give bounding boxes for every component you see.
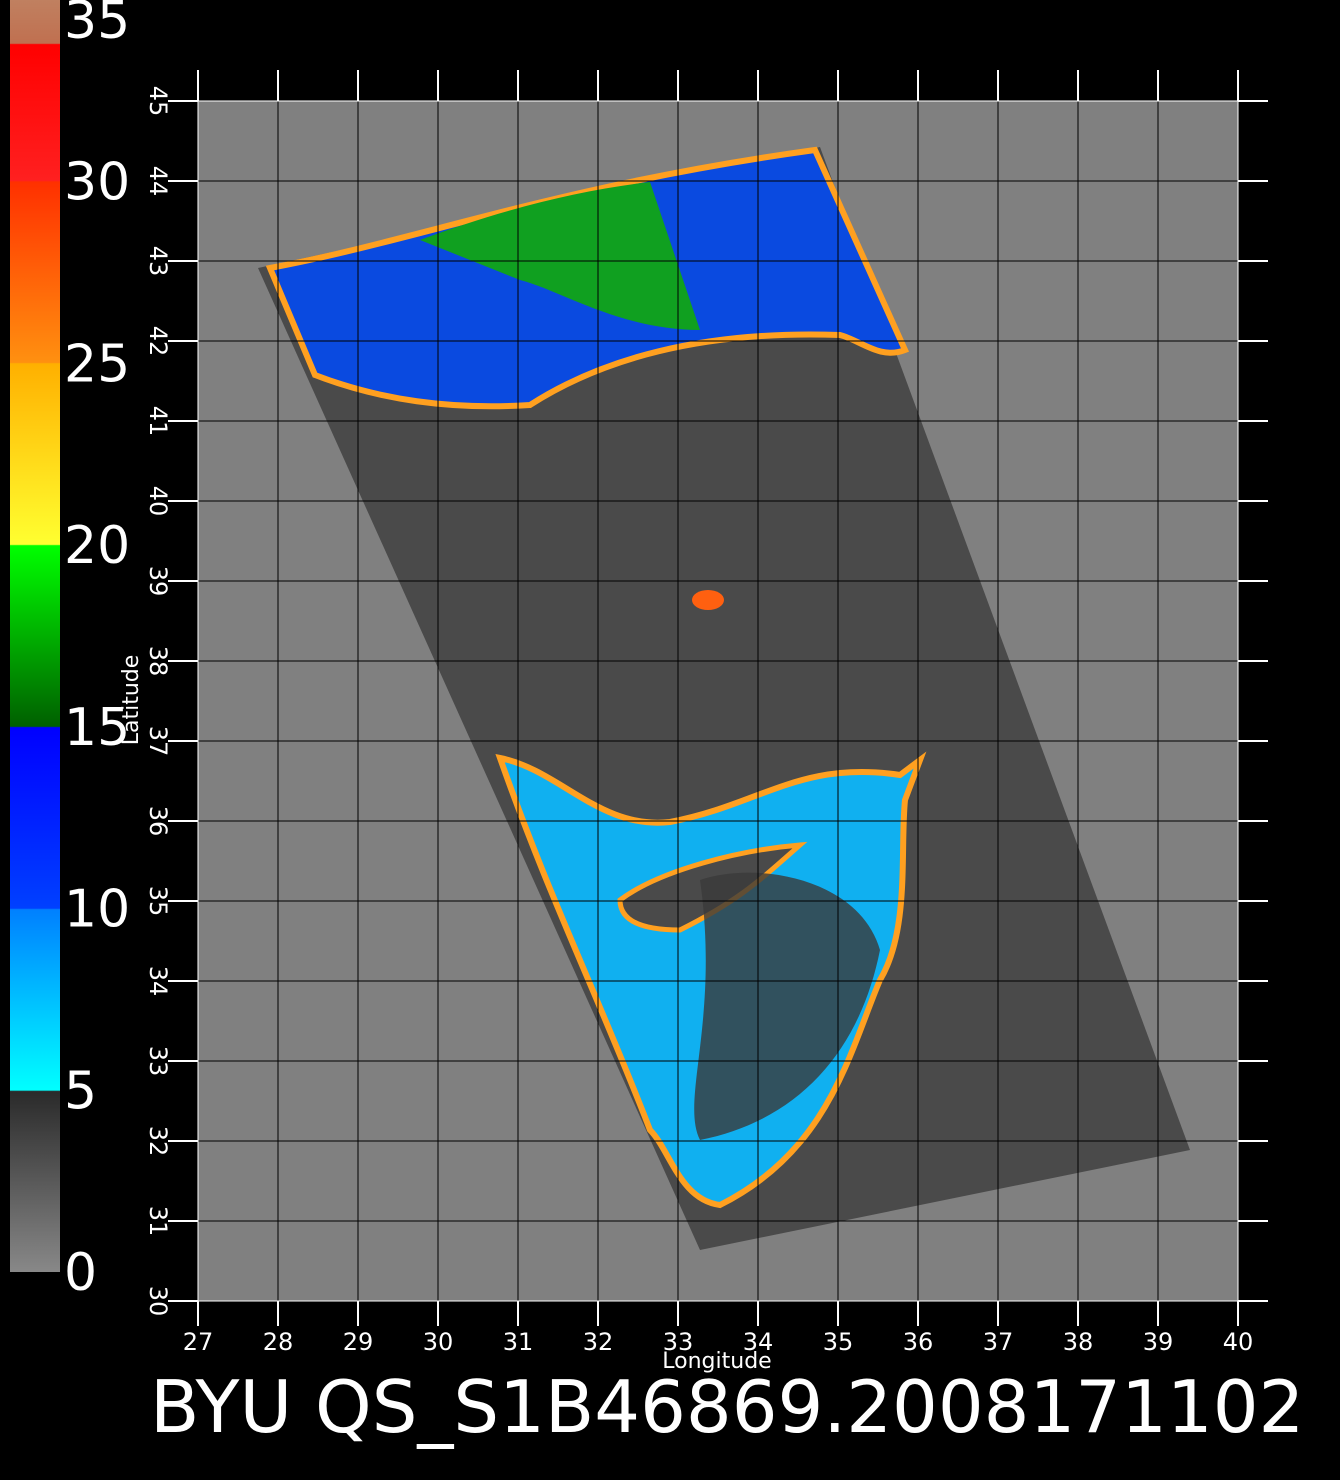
y-tick-label: 36	[144, 806, 172, 837]
x-tick-label: 36	[903, 1328, 934, 1356]
plot-frame	[197, 100, 1239, 1302]
x-tick-label: 32	[583, 1328, 614, 1356]
colorbar-label: 30	[64, 153, 130, 213]
low-wind-area	[694, 872, 880, 1140]
y-tick-label: 42	[144, 326, 172, 357]
hotspot	[692, 590, 724, 610]
y-tick-label: 44	[144, 166, 172, 197]
x-tick-label: 30	[423, 1328, 454, 1356]
colorbar-label: 15	[64, 698, 130, 758]
x-tick-label: 38	[1063, 1328, 1094, 1356]
x-tick-label: 34	[743, 1328, 774, 1356]
x-tick-label: 35	[823, 1328, 854, 1356]
x-tick-label: 29	[343, 1328, 374, 1356]
colorbar-label: 0	[64, 1243, 97, 1303]
swath	[258, 147, 1190, 1250]
y-tick-label: 45	[144, 86, 172, 117]
x-axis-label: Longitude	[662, 1349, 771, 1374]
x-tick-label: 33	[663, 1328, 694, 1356]
x-tick-label: 37	[983, 1328, 1014, 1356]
green-zone	[420, 182, 700, 330]
y-tick-label: 37	[144, 726, 172, 757]
colorbar-label: 35	[64, 0, 130, 51]
x-tick-label: 27	[183, 1328, 214, 1356]
y-tick-label: 33	[144, 1046, 172, 1077]
y-tick-label: 43	[144, 246, 172, 277]
x-tick-label: 40	[1223, 1328, 1254, 1356]
y-tick-label: 31	[144, 1206, 172, 1237]
title: BYU QS_S1B46869.2008171102	[150, 1365, 1304, 1449]
colorbar-label: 10	[64, 880, 130, 940]
y-tick-label: 34	[144, 966, 172, 997]
y-tick-label: 30	[144, 1286, 172, 1317]
axes: 27 28 29 30 31 32 33 34 35 36 37 38 39 40 30 31 32 33 34 35…	[64, 0, 1268, 1356]
colorbar-label: 20	[64, 516, 130, 576]
x-tick-label: 39	[1143, 1328, 1174, 1356]
y-tick-label: 32	[144, 1126, 172, 1157]
colorbar	[10, 0, 60, 1272]
x-tick-label: 28	[263, 1328, 294, 1356]
colorbar-label: 5	[64, 1061, 97, 1121]
y-tick-label: 39	[144, 566, 172, 597]
y-tick-label: 41	[144, 406, 172, 437]
y-tick-label: 40	[144, 486, 172, 517]
y-tick-label: 38	[144, 646, 172, 677]
x-tick-label: 31	[503, 1328, 534, 1356]
colorbar-label: 25	[64, 334, 130, 394]
y-axis-label: Latitude	[119, 655, 144, 746]
y-tick-label: 35	[144, 886, 172, 917]
